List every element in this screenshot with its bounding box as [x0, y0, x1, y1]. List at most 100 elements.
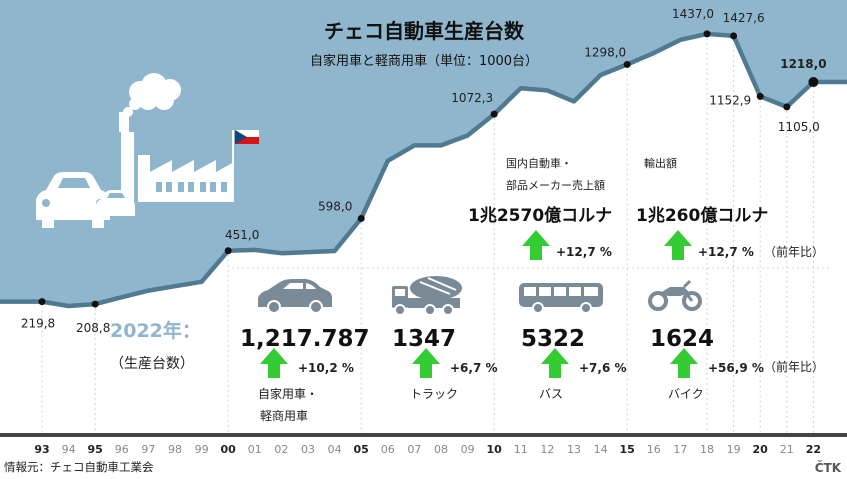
data-point [703, 30, 711, 38]
data-point [808, 77, 819, 88]
x-tick-label: 94 [62, 443, 76, 456]
data-point [623, 60, 631, 68]
x-tick-label: 13 [567, 443, 581, 456]
data-label: 1072,3 [451, 91, 493, 105]
source-note: 情報元：チェコ自動車工業会 [4, 460, 154, 474]
x-tick-label: 14 [594, 443, 608, 456]
truck-icon [392, 276, 462, 316]
x-tick-label: 96 [115, 443, 129, 456]
x-tick-label: 02 [274, 443, 288, 456]
x-tick-label: 07 [407, 443, 421, 456]
x-tick-label: 15 [620, 443, 635, 456]
data-point [38, 298, 46, 306]
stat-change: +7,6 % [579, 361, 627, 375]
yoy-label: （前年比） [764, 244, 824, 259]
stat-label: 軽商用車 [260, 408, 308, 423]
x-tick-label: 93 [34, 443, 49, 456]
factory-icon [36, 73, 259, 228]
x-tick-label: 11 [514, 443, 528, 456]
up-arrow-icon [541, 348, 569, 378]
data-label: 219,8 [21, 317, 55, 331]
revenue-value: 1兆2570億コルナ [468, 205, 612, 226]
data-label: 1437,0 [672, 7, 714, 21]
car-icon [36, 172, 110, 228]
stat-label: バス [539, 387, 563, 401]
x-tick-label: 10 [487, 443, 503, 456]
up-arrow-icon [412, 348, 440, 378]
motorcycle-icon [648, 279, 702, 311]
x-tick-label: 99 [195, 443, 209, 456]
data-label: 208,8 [76, 321, 110, 335]
revenue-change: +12,7 % [698, 245, 754, 259]
data-label: 451,0 [225, 228, 259, 242]
stat-change: +6,7 % [450, 361, 498, 375]
agency-logo: ČTK [814, 461, 841, 475]
data-point [490, 110, 498, 118]
stat-value: 1347 [392, 326, 456, 352]
data-point [730, 32, 738, 40]
year-title: 2022年： [110, 319, 201, 342]
data-label: 1218,0 [780, 57, 826, 71]
sky-area [0, 0, 847, 306]
x-tick-label: 20 [753, 443, 769, 456]
year-subtitle: （生産台数） [110, 356, 194, 372]
stat-change: +10,2 % [298, 361, 354, 375]
data-label: 1298,0 [584, 45, 626, 59]
stat-label: バイク [668, 387, 704, 401]
stat-change: +56,9 % [708, 361, 764, 375]
stat-label: 自家用車・ [258, 386, 318, 401]
x-tick-label: 12 [540, 443, 554, 456]
data-point [91, 300, 99, 308]
data-label: 1105,0 [778, 120, 820, 134]
x-tick-label: 17 [673, 443, 687, 456]
x-tick-label: 08 [434, 443, 448, 456]
data-point [357, 214, 365, 222]
x-tick-label: 01 [248, 443, 262, 456]
stat-value: 1,217.787 [240, 326, 370, 352]
data-point [224, 247, 232, 255]
revenue-change: +12,7 % [556, 245, 612, 259]
x-tick-label: 05 [354, 443, 369, 456]
stat-label: トラック [410, 387, 458, 401]
data-label: 598,0 [318, 199, 352, 213]
production-line [0, 31, 847, 309]
data-point [783, 103, 791, 111]
x-tick-label: 21 [780, 443, 794, 456]
x-tick-label: 16 [647, 443, 661, 456]
x-axis [0, 433, 847, 437]
stat-value: 1624 [650, 326, 714, 352]
x-tick-label: 04 [328, 443, 342, 456]
data-point [756, 92, 764, 100]
chart-title: チェコ自動車生産台数 [324, 19, 525, 43]
x-tick-label: 03 [301, 443, 315, 456]
x-tick-label: 09 [461, 443, 475, 456]
car-icon [96, 190, 135, 216]
revenue-label: 輸出額 [644, 156, 677, 170]
up-arrow-icon [260, 348, 288, 378]
up-arrow-icon [522, 230, 550, 260]
stat-value: 5322 [521, 326, 585, 352]
yoy-label: （前年比） [764, 359, 824, 374]
chart-subtitle: 自家用車と軽商用車（単位：1000台） [310, 53, 538, 69]
x-tick-label: 98 [168, 443, 182, 456]
data-label: 1152,9 [709, 93, 751, 107]
czech-flag-icon [235, 130, 259, 144]
up-arrow-icon [670, 348, 698, 378]
data-label: 1427,6 [723, 11, 765, 25]
x-tick-label: 22 [806, 443, 821, 456]
x-tick-label: 97 [141, 443, 155, 456]
revenue-value: 1兆260億コルナ [636, 205, 768, 226]
x-tick-label: 19 [727, 443, 741, 456]
x-tick-label: 95 [88, 443, 103, 456]
revenue-label: 国内自動車・ [506, 156, 572, 170]
x-tick-label: 18 [700, 443, 714, 456]
up-arrow-icon [664, 230, 692, 260]
x-tick-label: 06 [381, 443, 395, 456]
x-tick-label: 00 [221, 443, 237, 456]
year-guides [41, 37, 830, 433]
revenue-label: 部品メーカー売上額 [506, 178, 605, 192]
car-icon [258, 279, 332, 314]
bus-icon [519, 283, 603, 314]
